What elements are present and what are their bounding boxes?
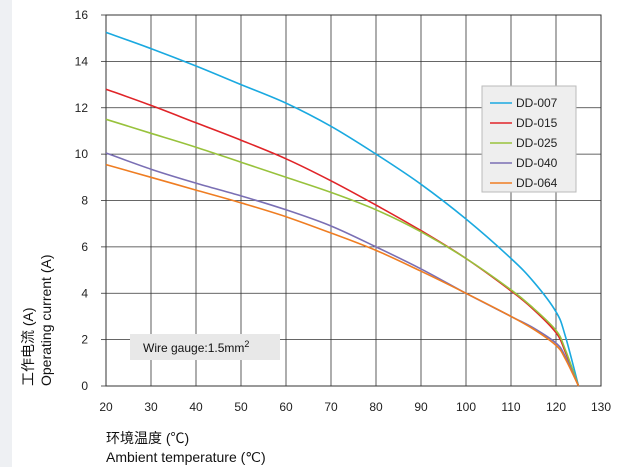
y-tick-label: 6	[81, 240, 88, 254]
series-line-dd-040	[105, 152, 580, 387]
x-tick-label: 100	[456, 400, 476, 414]
y-axis-title-en: Operating current (A)	[38, 255, 54, 387]
x-tick-label: 70	[324, 400, 338, 414]
x-tick-label: 40	[189, 400, 203, 414]
y-tick-label: 0	[81, 379, 88, 393]
series-line-dd-064	[105, 163, 580, 387]
series-line-dd-007	[105, 31, 580, 387]
y-tick-labels: 0 2 4 6 8 10 12 14 16	[75, 8, 89, 393]
x-tick-label: 50	[234, 400, 248, 414]
y-tick-label: 10	[75, 147, 89, 161]
x-axis-title-cn: 环境温度 (℃)	[106, 430, 189, 446]
legend-label: DD-025	[516, 136, 558, 150]
legend-label: DD-015	[516, 116, 558, 130]
legend-label: DD-007	[516, 96, 558, 110]
x-tick-label: 110	[501, 400, 520, 414]
y-axis-title-cn: 工作电流 (A)	[20, 307, 36, 386]
plot-frame	[105, 14, 602, 387]
series-line-dd-025	[105, 118, 580, 387]
series-layer	[105, 31, 580, 387]
x-tick-label: 130	[591, 400, 611, 414]
x-tick-label: 20	[99, 400, 113, 414]
page-margin-strip	[0, 0, 12, 467]
annotation-box	[130, 334, 280, 360]
legend-label: DD-064	[516, 176, 558, 190]
x-tick-label: 30	[144, 400, 158, 414]
x-tick-label: 80	[369, 400, 383, 414]
y-tick-label: 2	[81, 333, 88, 347]
legend: DD-007 DD-015 DD-025 DD-040 DD-064	[481, 85, 577, 193]
annotation-superscript: 2	[244, 339, 249, 349]
x-axis-title-en: Ambient temperature (℃)	[106, 449, 266, 465]
y-tick-label: 12	[75, 101, 89, 115]
x-tick-label: 90	[414, 400, 428, 414]
y-tick-label: 8	[81, 194, 88, 208]
x-tick-label: 60	[279, 400, 293, 414]
x-tick-labels: 20 30 40 50 60 70 80 90 100 110 120 130	[99, 400, 611, 414]
series-line-dd-015	[105, 88, 580, 387]
annotation-main: Wire gauge:1.5mm	[143, 341, 244, 355]
annotation-text: Wire gauge:1.5mm2	[143, 339, 249, 355]
wire-gauge-annotation: Wire gauge:1.5mm2	[130, 334, 280, 360]
legend-label: DD-040	[516, 156, 558, 170]
y-tick-label: 4	[81, 286, 88, 300]
x-tick-label: 120	[546, 400, 566, 414]
y-tick-label: 16	[75, 8, 89, 22]
y-tick-label: 14	[75, 54, 89, 68]
